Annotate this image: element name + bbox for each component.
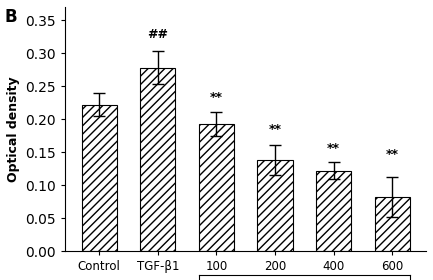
Bar <box>316 171 351 251</box>
Text: **: ** <box>327 142 340 155</box>
Text: **: ** <box>268 123 281 136</box>
Bar <box>199 124 234 251</box>
Bar <box>82 104 117 251</box>
Text: ##: ## <box>147 28 168 41</box>
Bar <box>140 68 175 251</box>
Text: **: ** <box>385 148 399 161</box>
Text: B: B <box>4 8 17 26</box>
Text: **: ** <box>210 91 223 104</box>
Bar <box>257 160 293 251</box>
Y-axis label: Optical density: Optical density <box>7 76 20 182</box>
Bar <box>375 197 410 251</box>
